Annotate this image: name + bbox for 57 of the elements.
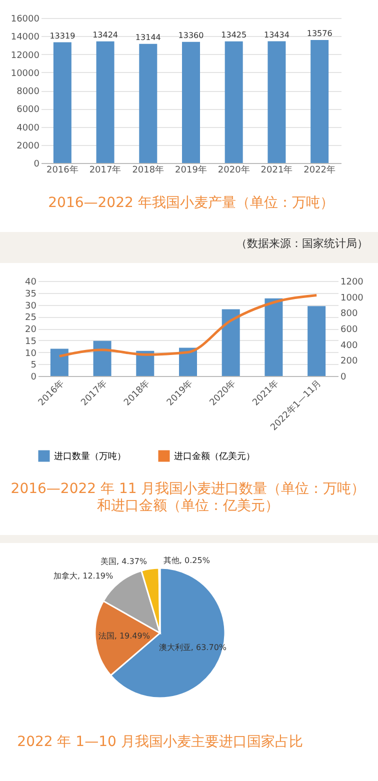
y-tick-label: 10000 [10,68,40,79]
slice-label: 加拿大, 12.19% [54,572,114,581]
y-tick-label: 0 [34,160,40,170]
slice-label: 美国, 4.37% [100,556,148,566]
x-tick-label: 2021年 [260,164,293,176]
y2-tick-label: 800 [340,309,358,320]
y-tick-label: 4000 [16,123,40,134]
data-label: 13425 [221,30,247,40]
text: （数据来源：国家统计局） [0,232,378,255]
y-tick-label: 14000 [10,32,40,43]
y2-tick-label: 200 [340,356,358,367]
y2-tick-label: 600 [340,325,358,335]
bar [93,340,112,376]
text: 和进口金额（单位：亿美元） [97,498,279,514]
y-tick-label: 25 [25,313,36,324]
x-tick-label: 2016年 [46,164,78,176]
bar [50,348,68,376]
y2-tick-label: 1000 [340,293,364,304]
legend-label: 进口数量（万吨） [54,451,126,462]
y-tick-label: 5 [30,360,36,371]
text: 2016—2022 年我国小麦产量（单位：万吨） [48,195,334,211]
y2-tick-label: 400 [340,340,358,351]
bar [308,306,326,376]
y-tick-label: 12000 [10,50,40,61]
y-tick-label: 20 [25,325,37,335]
y-tick-label: 8000 [16,87,40,97]
x-tick-label: 2022年 [304,164,336,176]
y-tick-label: 6000 [16,105,40,116]
y-tick-label: 15 [25,336,36,347]
y-tick-label: 30 [25,301,37,312]
x-tick-label: 2018年 [132,164,164,176]
y-tick-label: 10 [25,348,37,359]
text: 2016—2022 年 11 月我国小麦进口数量（单位：万吨） [10,481,366,497]
bar [179,348,197,376]
y-tick-label: 0 [30,372,37,382]
y2-tick-label: 0 [340,372,346,382]
data-label: 13144 [135,32,161,42]
data-label: 13319 [50,31,76,40]
y-tick-label: 2000 [16,141,40,152]
line-series [58,294,318,358]
y-tick-label: 16000 [10,14,40,24]
data-label: 13434 [264,30,290,40]
text: 2022 年 1—10 月我国小麦主要进口国家占比 [17,734,303,750]
data-label: 13576 [306,28,332,38]
y-tick-label: 40 [25,278,37,288]
y2-tick-label: 1200 [340,278,364,288]
bar [264,298,283,376]
slice-label: 其他, 0.25% [163,556,210,565]
x-tick-label: 2017年 [89,164,122,176]
y-tick-label: 35 [25,289,36,300]
data-label: 13360 [178,30,204,40]
slice-label: 法国, 19.49% [98,632,150,641]
x-tick-label: 2020年 [218,164,250,176]
data-label: 13424 [92,30,118,40]
x-tick-label: 2019年 [175,164,207,176]
bar [222,309,240,376]
legend-label: 进口金额（亿美元） [174,451,255,462]
